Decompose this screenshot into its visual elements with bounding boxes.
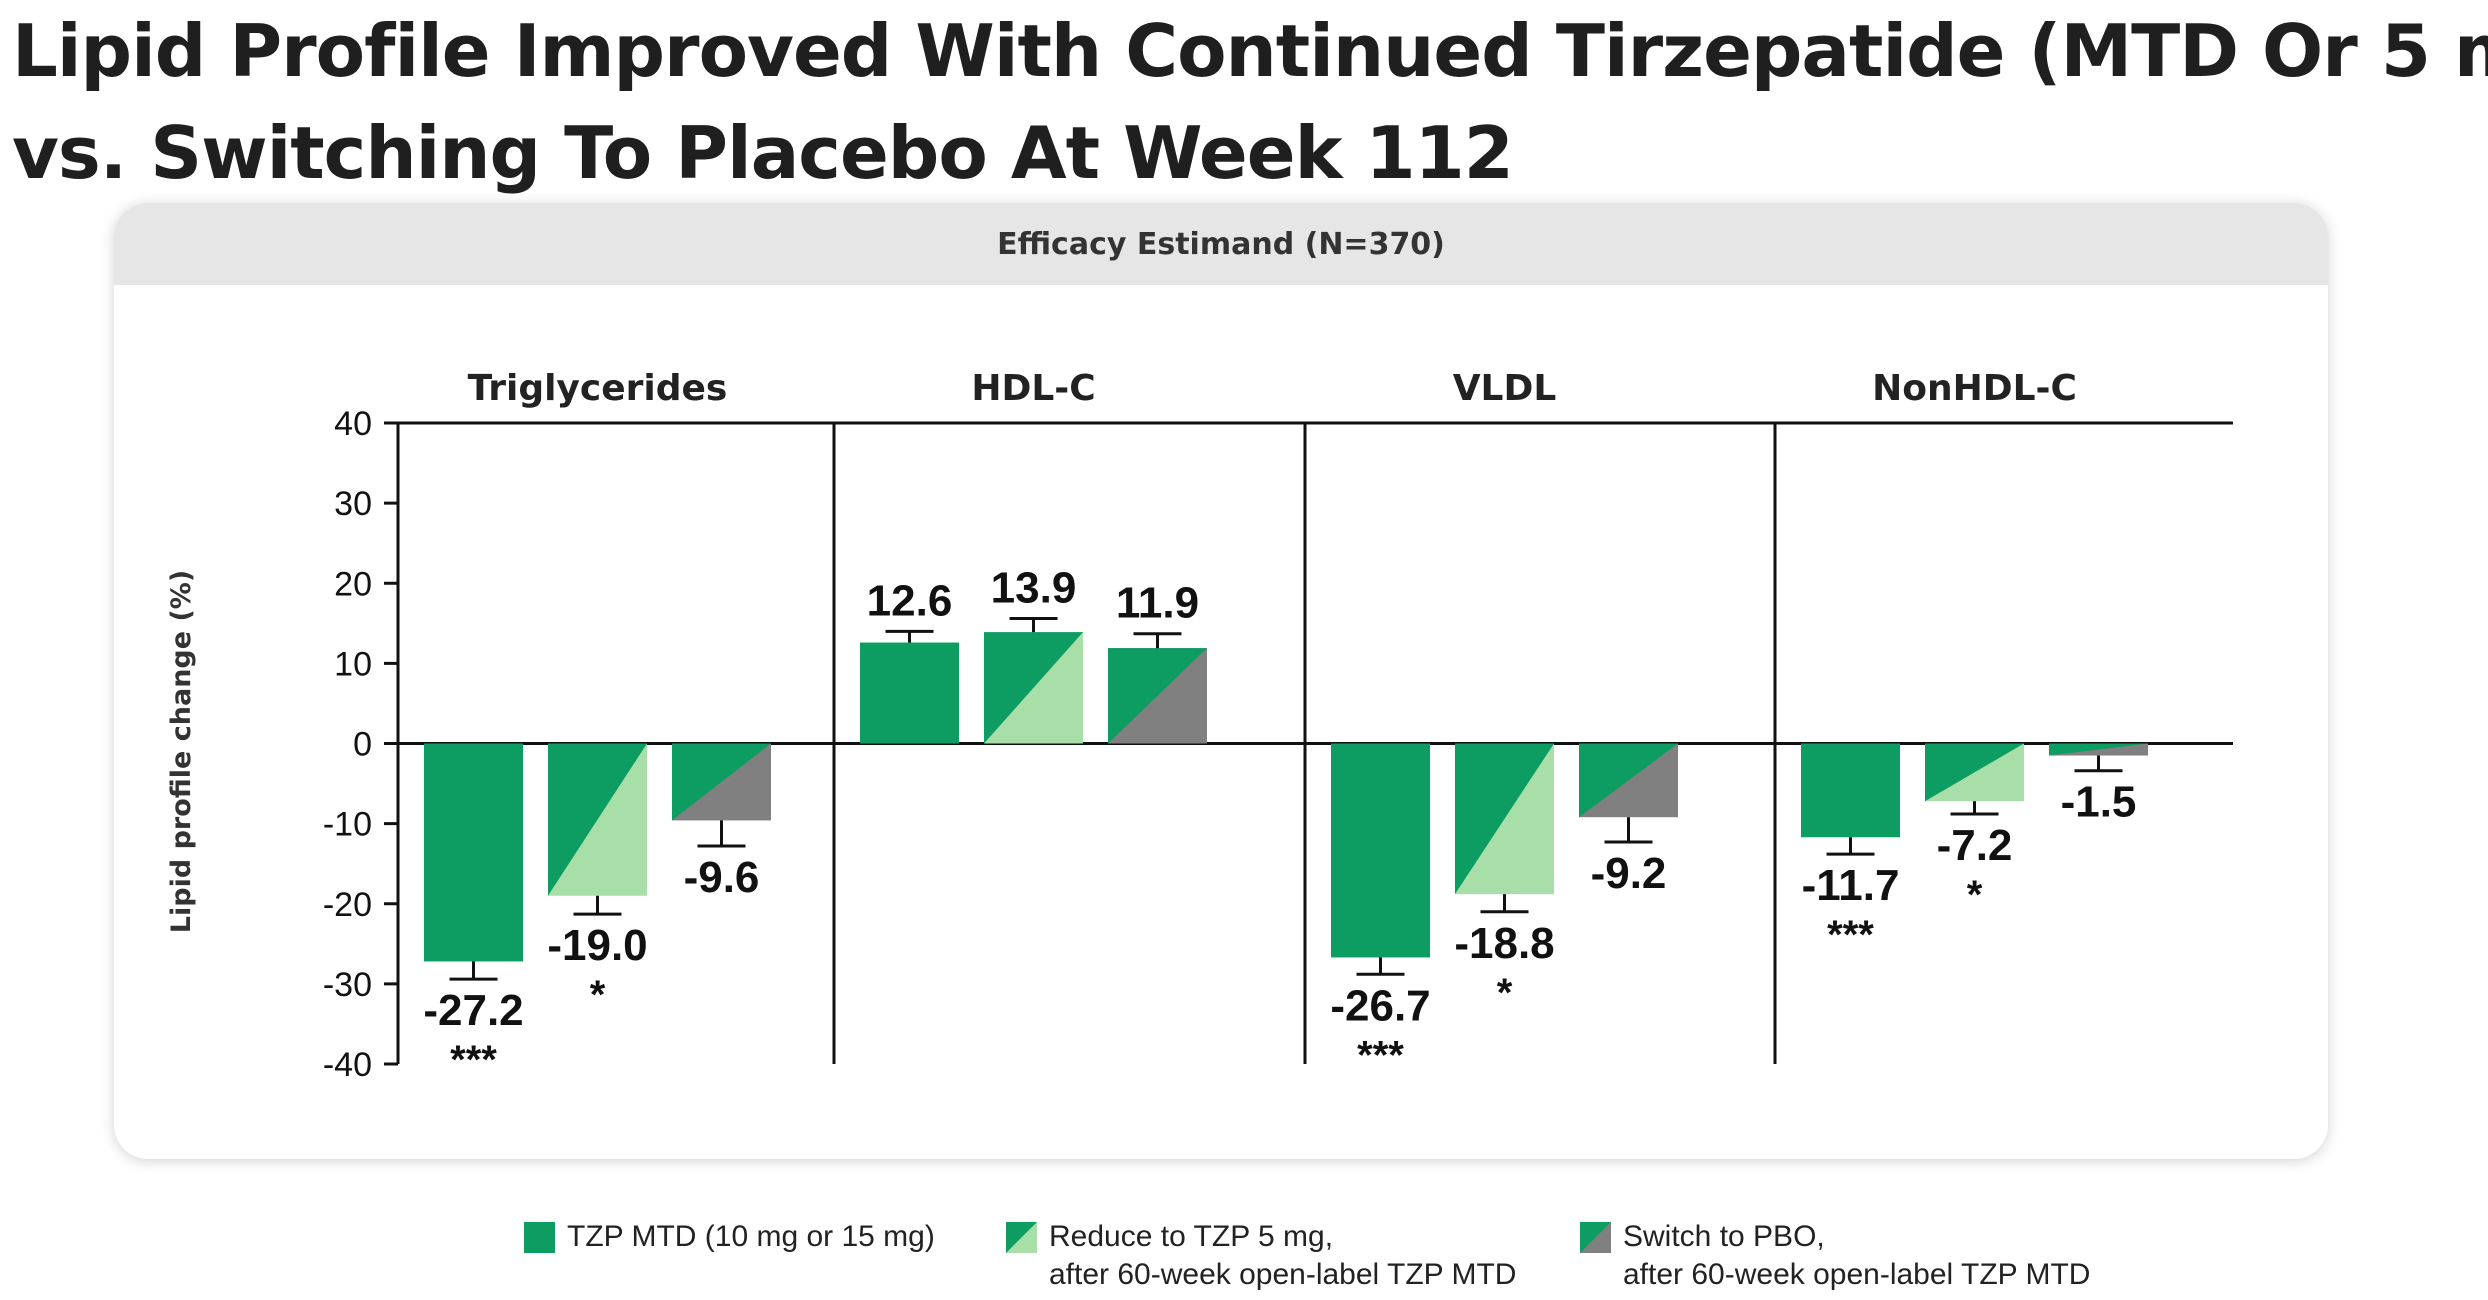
legend-item-tzp-mtd: TZP MTD (10 mg or 15 mg): [524, 1218, 935, 1256]
bar-diagonal-overlay: [672, 743, 771, 821]
significance-marker: ***: [1357, 1033, 1404, 1077]
significance-marker: ***: [450, 1038, 497, 1082]
panel-header: Efficacy Estimand (N=370): [114, 203, 2328, 285]
y-tick-label: 20: [334, 565, 372, 603]
data-label: 11.9: [1116, 579, 1199, 628]
data-label: -9.2: [1591, 849, 1667, 898]
category-title: VLDL: [1453, 368, 1557, 409]
slide-title: Lipid Profile Improved With Continued Ti…: [12, 0, 2488, 204]
bar: [1801, 743, 1900, 838]
y-axis-title: Lipid profile change (%): [166, 570, 197, 933]
y-tick-label: 40: [334, 405, 372, 443]
significance-marker: *: [590, 973, 606, 1017]
bar: [860, 642, 959, 744]
significance-marker: *: [1497, 971, 1513, 1015]
y-tick-label: -30: [323, 966, 372, 1004]
legend-label-3-line-1: Switch to PBO,: [1623, 1220, 1825, 1253]
bar-diagonal-overlay: [1455, 743, 1554, 895]
legend-item-switch-pbo: Switch to PBO, after 60-week open-label …: [1580, 1218, 2090, 1294]
data-label: -7.2: [1937, 821, 2013, 870]
data-label: -19.0: [547, 921, 647, 970]
data-label: -9.6: [684, 853, 760, 902]
bar: [1331, 743, 1430, 958]
legend-label-2-line-2: after 60-week open-label TZP MTD: [1049, 1258, 1517, 1291]
title-line-2: vs. Switching To Placebo At Week 112: [12, 111, 1514, 195]
legend-item-reduce-5mg: Reduce to TZP 5 mg, after 60-week open-l…: [1006, 1218, 1516, 1294]
legend-label-2-line-1: Reduce to TZP 5 mg,: [1049, 1220, 1334, 1253]
y-tick-label: -10: [323, 806, 372, 844]
data-label: -18.8: [1454, 919, 1554, 968]
significance-marker: *: [1967, 873, 1983, 917]
y-tick-label: 0: [353, 726, 372, 764]
legend-label-1: TZP MTD (10 mg or 15 mg): [567, 1220, 935, 1253]
chart-panel: Efficacy Estimand (N=370): [114, 203, 2328, 1159]
data-label: -11.7: [1802, 861, 1900, 910]
data-label: -27.2: [423, 986, 523, 1035]
data-label: 13.9: [991, 564, 1077, 613]
legend-label-3-line-2: after 60-week open-label TZP MTD: [1623, 1258, 2091, 1291]
data-label: 12.6: [867, 576, 953, 625]
legend-swatch-solid-green: [524, 1222, 555, 1253]
category-title: NonHDL-C: [1872, 368, 2077, 409]
bar-diagonal-overlay: [1108, 648, 1207, 744]
y-tick-label: 30: [334, 485, 372, 523]
bar: [424, 743, 523, 962]
title-line-1: Lipid Profile Improved With Continued Ti…: [12, 9, 2488, 93]
category-title: HDL-C: [971, 368, 1095, 409]
bar-diagonal-overlay: [2049, 743, 2148, 756]
bar-diagonal-overlay: [984, 632, 1083, 744]
bar-diagonal-overlay: [1925, 743, 2024, 802]
y-tick-label: -40: [323, 1046, 372, 1084]
data-label: -1.5: [2061, 778, 2137, 827]
y-tick-label: -20: [323, 886, 372, 924]
category-title: Triglycerides: [468, 368, 728, 409]
bar-diagonal-overlay: [548, 743, 647, 896]
bar-diagonal-overlay: [1579, 743, 1678, 818]
legend-swatch-green-gray: [1580, 1222, 1611, 1253]
y-tick-label: 10: [334, 645, 372, 683]
data-label: -26.7: [1330, 981, 1430, 1030]
legend-swatch-green-lightgreen: [1006, 1222, 1037, 1253]
significance-marker: ***: [1827, 913, 1874, 957]
